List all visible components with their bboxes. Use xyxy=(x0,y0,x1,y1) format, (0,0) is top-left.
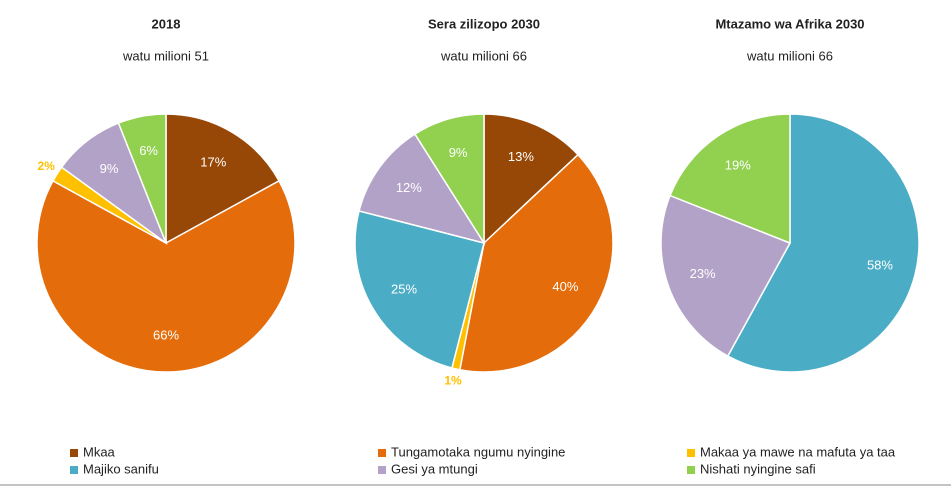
data-label: 66% xyxy=(153,327,179,342)
data-label: 23% xyxy=(690,266,716,281)
pie-slice xyxy=(117,113,167,244)
chart-title: Mtazamo wa Afrika 2030 xyxy=(715,16,864,31)
legend-label: Nishati nyingine safi xyxy=(700,461,816,476)
data-label: 17% xyxy=(200,154,226,169)
data-label: 40% xyxy=(552,279,578,294)
legend-swatch xyxy=(378,466,386,474)
pie-slice xyxy=(36,179,296,373)
pie-slice xyxy=(483,113,580,245)
pie-slice xyxy=(354,210,485,369)
data-label: 19% xyxy=(725,158,751,173)
pie-slice xyxy=(165,113,281,245)
pie-slice xyxy=(660,194,792,358)
data-label: 13% xyxy=(508,149,534,164)
pie-slice xyxy=(458,153,614,373)
legend-label: Tungamotaka ngumu nyingine xyxy=(391,444,565,459)
legend-label: Majiko sanifu xyxy=(83,461,159,476)
pie-slice xyxy=(726,113,920,373)
legend-label: Mkaa xyxy=(83,444,116,459)
data-label: 1% xyxy=(444,374,462,388)
data-label: 58% xyxy=(867,258,893,273)
data-label: 25% xyxy=(391,282,417,297)
legend-label: Makaa ya mawe na mafuta ya taa xyxy=(700,444,896,459)
chart-title: Sera zilizopo 2030 xyxy=(428,16,540,31)
legend-swatch xyxy=(687,449,695,457)
pie-slice xyxy=(413,113,485,246)
chart-subtitle: watu milioni 66 xyxy=(746,48,833,63)
legend-label: Gesi ya mtungi xyxy=(391,461,478,476)
data-label: 6% xyxy=(139,143,158,158)
data-label: 12% xyxy=(396,180,422,195)
pie-slice xyxy=(669,113,791,245)
data-label: 9% xyxy=(449,145,468,160)
legend-swatch xyxy=(687,466,695,474)
pie-slice xyxy=(358,133,486,245)
legend-swatch xyxy=(70,466,78,474)
legend-swatch xyxy=(378,449,386,457)
data-label: 9% xyxy=(100,161,119,176)
chart-title: 2018 xyxy=(152,16,181,31)
chart-subtitle: watu milioni 51 xyxy=(122,48,209,63)
legend-swatch xyxy=(70,449,78,457)
data-label: 2% xyxy=(38,159,56,173)
chart-subtitle: watu milioni 66 xyxy=(440,48,527,63)
